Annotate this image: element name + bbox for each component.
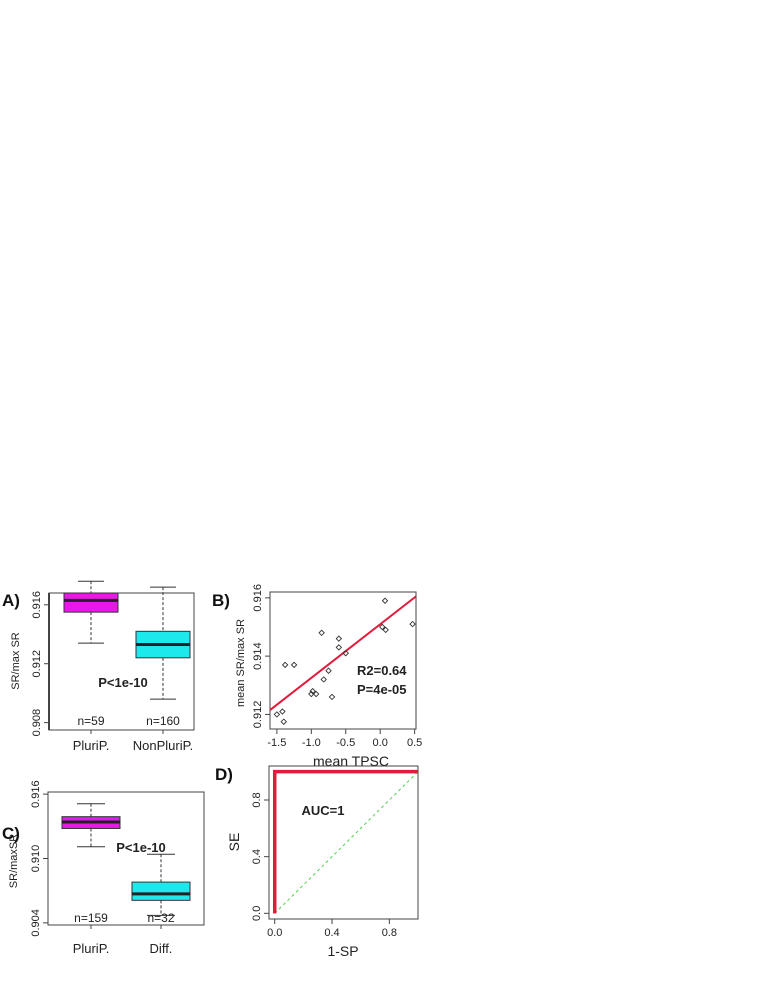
scatter-point — [280, 718, 288, 725]
panel-d-roc-curve — [272, 769, 418, 914]
panel-a-frame — [48, 592, 195, 731]
box-iqr — [131, 881, 191, 901]
x-tick-label: -1.5 — [267, 737, 286, 749]
scatter-point — [328, 693, 336, 701]
panel-b-r2-annotation: R2=0.64 — [357, 663, 407, 678]
panel-c-boxes: n=159 n=32 — [61, 803, 191, 925]
y-tick-label: 0.8 — [251, 792, 263, 807]
scatter-point — [281, 661, 289, 669]
category-label: PluriP. — [73, 941, 110, 956]
scatter-point — [379, 623, 386, 631]
panel-b-y-ticks: 0.912 0.914 0.916 — [252, 584, 270, 728]
panel-c-y-axis-title: SR/maxSR — [8, 834, 20, 888]
scatter-point — [318, 629, 325, 637]
x-tick-label: 0.0 — [267, 927, 282, 939]
panel-c-p-value: P<1e-10 — [116, 840, 166, 855]
sample-size-label: n=160 — [146, 714, 180, 728]
scatter-point — [342, 649, 349, 657]
panel-d-diagonal-line — [274, 771, 419, 914]
panel-d-roc-plot: D) SE 1-SP 0.0 0.4 0.8 0.0 0.4 0.8 AUC=1 — [215, 765, 419, 959]
panel-a-x-labels: PluriP. NonPluriP. — [73, 730, 193, 753]
panel-a-boxes: n=59 n=160 — [63, 580, 191, 728]
panel-b-letter: B) — [212, 591, 230, 610]
sample-size-label: n=159 — [74, 911, 108, 925]
scatter-point — [409, 620, 416, 628]
box-plurip: n=59 — [63, 580, 119, 728]
panel-b-x-ticks: -1.5 -1.0 -0.5 0.0 0.5 — [267, 729, 422, 749]
panel-c-x-labels: PluriP. Diff. — [73, 925, 173, 956]
sample-size-label: n=32 — [147, 911, 174, 925]
scatter-point — [290, 661, 298, 669]
category-label: NonPluriP. — [133, 738, 193, 753]
panel-b-y-axis-title: mean SR/max SR — [235, 619, 247, 707]
category-label: Diff. — [150, 941, 173, 956]
category-label: PluriP. — [73, 738, 110, 753]
panel-a-y-axis-title: SR/max SR — [10, 632, 22, 690]
panel-d-y-axis-title: SE — [226, 833, 242, 852]
scatter-point — [309, 687, 316, 695]
panel-d-x-axis-title: 1-SP — [327, 943, 358, 959]
y-tick-label: 0.4 — [251, 849, 263, 864]
panel-b-frame — [269, 591, 417, 730]
panel-b-points — [273, 597, 416, 725]
panel-d-y-ticks: 0.0 0.4 0.8 — [251, 792, 269, 921]
panel-d-letter: D) — [215, 765, 233, 784]
panel-b-p-annotation: P=4e-05 — [357, 682, 407, 697]
scatter-point — [382, 626, 389, 634]
scatter-point — [335, 644, 343, 651]
box-iqr — [63, 592, 119, 613]
y-tick-label: 0.916 — [252, 584, 264, 612]
scatter-point — [320, 676, 327, 683]
panel-a-box-plot: A) SR/max SR 0.908 0.912 0.916 n=59 n=160 P… — [2, 580, 195, 753]
y-tick-label: 0.904 — [30, 909, 42, 937]
sample-size-label: n=59 — [77, 714, 104, 728]
y-tick-label: 0.910 — [30, 845, 42, 873]
panel-b-scatter-plot: B) mean SR/max SR mean TPSC 0.9120.9140.… — [212, 584, 422, 769]
panel-c-frame — [47, 791, 205, 926]
y-tick-label: 0.912 — [252, 701, 264, 729]
scatter-point — [312, 690, 320, 698]
box-diff: n=32 — [131, 853, 191, 925]
y-tick-label: 0.0 — [251, 906, 263, 921]
x-tick-label: -0.5 — [336, 737, 355, 749]
y-tick-label: 0.916 — [30, 780, 42, 808]
scatter-point — [279, 708, 286, 715]
x-tick-label: 0.0 — [373, 737, 388, 749]
y-tick-label: 0.916 — [31, 591, 43, 619]
y-tick-label: 0.912 — [31, 650, 43, 678]
panel-c-letter: C) — [2, 824, 20, 843]
y-tick-label: 0.908 — [31, 709, 43, 737]
panel-a-p-value: P<1e-10 — [98, 675, 148, 690]
scatter-point — [335, 635, 343, 642]
box-plurip: n=159 — [61, 803, 121, 925]
y-tick-label: 0.914 — [252, 642, 264, 670]
x-tick-label: 0.5 — [407, 737, 422, 749]
scatter-point — [381, 597, 389, 604]
panel-b-x-axis-title: mean TPSC — [313, 753, 389, 769]
box-nonplurip: n=160 — [135, 586, 191, 728]
panel-a-letter: A) — [2, 591, 20, 610]
scatter-point — [325, 667, 332, 674]
panel-a-y-ticks: 0.908 0.912 0.916 — [31, 591, 49, 736]
x-tick-label: 0.4 — [324, 927, 339, 939]
panel-d-auc-annotation: AUC=1 — [302, 803, 345, 818]
panel-d-x-ticks: 0.0 0.4 0.8 — [267, 919, 397, 939]
scatter-point — [273, 711, 281, 718]
panel-c-box-plot: C) SR/maxSR 0.904 0.910 0.916 n=159 n=32 P<… — [2, 780, 205, 956]
x-tick-label: -1.0 — [302, 737, 321, 749]
panel-c-y-ticks: 0.904 0.910 0.916 — [30, 780, 48, 937]
panel-d-frame — [268, 765, 419, 920]
x-tick-label: 0.8 — [382, 927, 397, 939]
